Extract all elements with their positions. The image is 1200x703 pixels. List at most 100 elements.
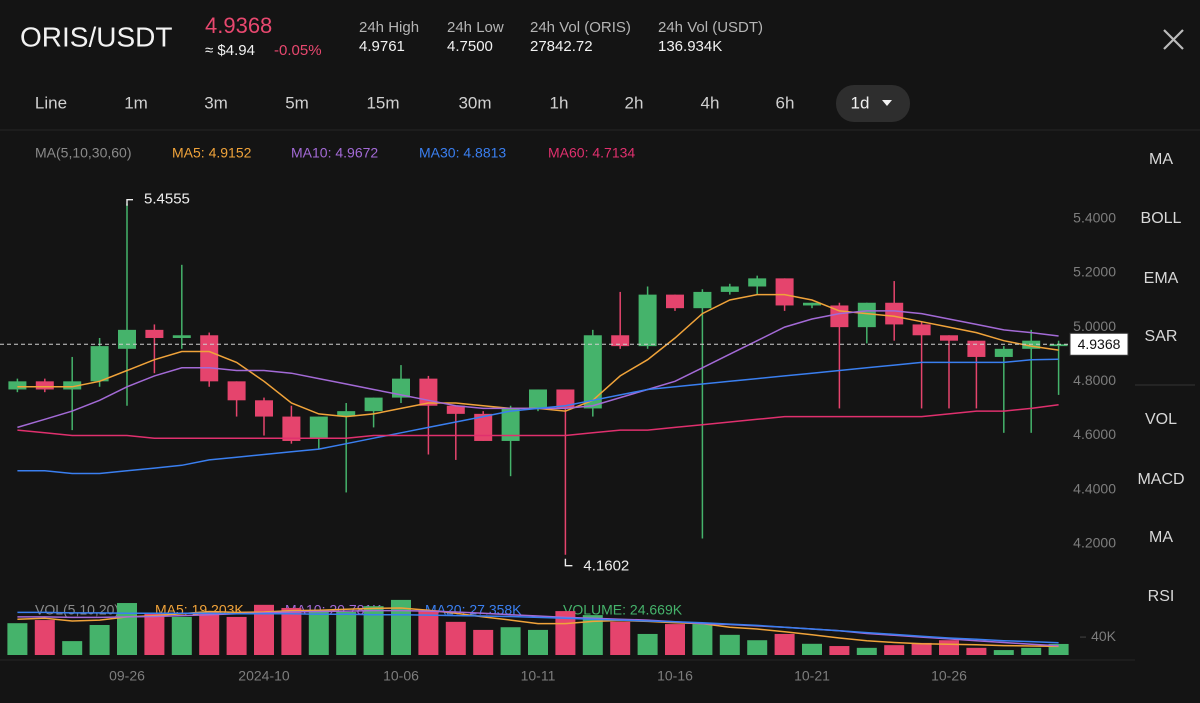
candle-body [392, 378, 410, 398]
stat-label: 24h Vol (USDT) [658, 19, 763, 36]
candle-body [90, 346, 109, 382]
volume-legend-title: VOL(5,10,20) [35, 602, 119, 618]
candle-body [446, 405, 465, 414]
indicator-button[interactable]: EMA [1144, 270, 1179, 287]
y-tick-label: 4.6000 [1073, 426, 1116, 442]
volume-bar [500, 627, 521, 655]
stat-value: 27842.72 [530, 38, 593, 55]
volume-bar [610, 621, 631, 655]
indicator-button[interactable]: RSI [1148, 588, 1175, 605]
volume-bar [117, 603, 137, 655]
timeframe-button[interactable]: 3m [204, 93, 228, 112]
volume-bar [555, 611, 576, 655]
volume-bar [719, 634, 740, 655]
volume-bar [829, 646, 850, 655]
volume-bar [363, 606, 384, 655]
volume-bar [637, 633, 658, 655]
volume-bar [89, 624, 110, 655]
volume-bar [692, 624, 713, 655]
y-tick-label: 5.4000 [1073, 209, 1116, 225]
low-label: 4.1602 [583, 558, 629, 575]
candle-body [501, 408, 520, 441]
candle-body [967, 340, 986, 357]
indicator-button[interactable]: MACD [1137, 471, 1184, 488]
volume-bar [774, 633, 795, 655]
candle-body [474, 413, 493, 441]
candle-body [1049, 344, 1068, 347]
timeframe-button[interactable]: 2h [625, 93, 644, 112]
volume-bar [254, 604, 274, 655]
volume-bar [911, 642, 932, 655]
candle-body [611, 335, 630, 347]
volume-bar [391, 599, 411, 655]
x-tick-label: 10-06 [383, 668, 419, 684]
candle-body [63, 381, 82, 390]
volume-bar [582, 615, 603, 655]
candle-body [693, 291, 712, 309]
timeframe-selected[interactable]: 1d [836, 85, 910, 122]
volume-bar [62, 641, 83, 655]
candle-body [172, 335, 191, 338]
volume-bar [1021, 647, 1042, 655]
y-tick-label: 5.0000 [1073, 318, 1116, 334]
timeframe-button[interactable]: 1h [550, 93, 569, 112]
close-icon [1163, 29, 1184, 50]
timeframe-button[interactable]: 30m [458, 93, 491, 112]
overlay-legend-title: MA(5,10,30,60) [35, 145, 132, 161]
candle-body [529, 389, 547, 409]
volume-bar [7, 623, 28, 655]
candle-body [912, 324, 931, 336]
volume-bar [856, 647, 877, 655]
chart: 5.4000 5.2000 5.0000 4.8000 4.6000 4.4000 4.20… [0, 145, 1129, 684]
volume-bar [308, 610, 329, 655]
timeframe-button[interactable]: Line [35, 93, 67, 112]
indicator-menu: MA BOLL EMA SAR VOL MACD MA RSI [1137, 151, 1184, 605]
candle-body [364, 397, 383, 412]
overlay-legend: MA10: 4.9672 [291, 145, 378, 161]
indicator-button[interactable]: MA [1149, 151, 1173, 168]
candle-body [748, 278, 767, 287]
stat-value: 4.7500 [447, 38, 493, 55]
price-change: -0.05% [274, 42, 322, 59]
indicator-button[interactable]: VOL [1145, 411, 1177, 428]
candle-body [118, 329, 136, 349]
candle-body [803, 302, 821, 306]
y-tick-label: 4.2000 [1073, 535, 1116, 551]
candle-body [145, 329, 164, 338]
timeframe-button[interactable]: 4h [701, 93, 720, 112]
ma-line [17, 611, 1059, 644]
volume-bar [171, 616, 192, 655]
indicator-button[interactable]: SAR [1145, 328, 1178, 345]
high-pointer [126, 199, 133, 206]
close-button[interactable] [1163, 29, 1184, 50]
x-tick-label: 10-26 [931, 668, 967, 684]
timeframe-button[interactable]: 1m [124, 93, 148, 112]
candle-body [720, 286, 739, 292]
stat-label: 24h Low [447, 19, 504, 36]
volume-bar [473, 629, 494, 655]
indicator-button[interactable]: MA [1149, 529, 1173, 546]
timeframe-button[interactable]: 15m [366, 93, 399, 112]
indicator-button[interactable]: BOLL [1141, 210, 1182, 227]
overlay-legend: MA30: 4.8813 [419, 145, 506, 161]
candle-body [994, 348, 1013, 357]
volume-bar [445, 621, 466, 655]
overlay-legend: MA5: 4.9152 [172, 145, 252, 161]
volume-bar [528, 629, 548, 655]
candle-body [337, 411, 356, 417]
volume-bar [802, 643, 822, 655]
candle-body [638, 294, 657, 347]
timeframe-button[interactable]: 6h [776, 93, 795, 112]
x-tick-label: 10-11 [521, 668, 556, 684]
timeframe-button[interactable]: 5m [285, 93, 309, 112]
volume-bar [281, 607, 302, 655]
volume-bar [144, 612, 165, 655]
volume-legend: VOLUME: 24.669K [563, 602, 683, 618]
volume-bar [336, 611, 357, 655]
pair-title: ORIS/USDT [20, 21, 172, 52]
stat-label: 24h High [359, 19, 419, 36]
volume-bar [939, 640, 959, 655]
stat-value: 4.9761 [359, 38, 405, 55]
candle-body [282, 416, 301, 441]
